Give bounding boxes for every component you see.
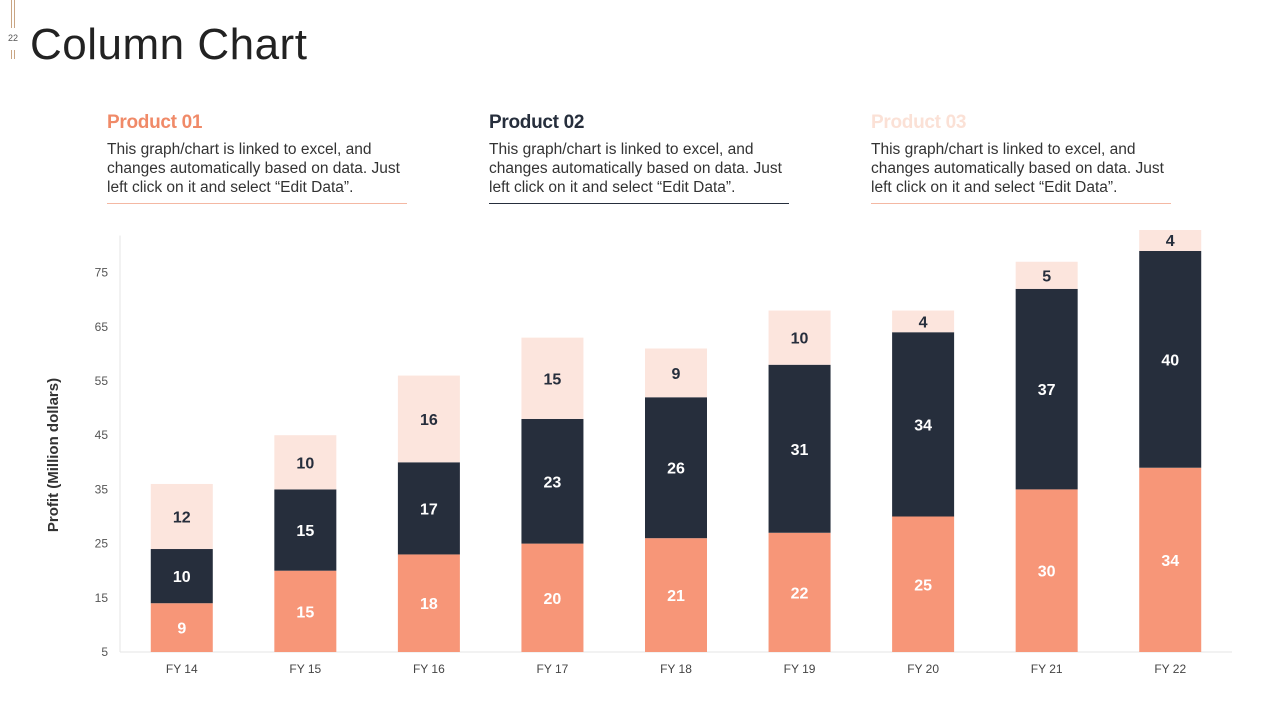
data-label: 34	[1161, 553, 1179, 570]
product-01-description: This graph/chart is linked to excel, and…	[107, 141, 400, 196]
marker-line-top-right	[14, 0, 15, 28]
data-label: 31	[791, 442, 809, 459]
x-tick-label: FY 21	[1031, 662, 1063, 676]
bar-segment	[645, 348, 707, 398]
bar-segment	[1139, 230, 1202, 251]
y-tick-label: 5	[101, 645, 108, 659]
data-label: 23	[544, 474, 562, 491]
data-label: 4	[1166, 233, 1175, 250]
y-axis-label: Profit (Million dollars)	[45, 378, 62, 532]
data-label: 15	[544, 371, 562, 388]
bar-segment	[1139, 467, 1202, 652]
y-tick-label: 25	[95, 537, 109, 551]
x-tick-label: FY 18	[660, 662, 692, 676]
bar-segment	[768, 364, 831, 533]
bar-segment	[150, 483, 213, 550]
bar-segment	[521, 543, 584, 652]
marker-line-bottom-right	[14, 50, 15, 59]
bar-segment	[892, 332, 955, 517]
product-02-block: Product 02 This graph/chart is linked to…	[489, 112, 789, 204]
marker-line-top-left	[11, 0, 12, 28]
data-label: 21	[667, 588, 685, 605]
slide-marker: 22	[0, 0, 30, 70]
y-tick-label: 45	[95, 428, 109, 442]
data-label: 18	[420, 596, 438, 613]
product-03-divider	[871, 203, 1171, 204]
y-tick-label: 35	[95, 482, 109, 496]
data-label: 9	[177, 621, 186, 638]
data-label: 22	[791, 585, 809, 602]
bar-segment	[150, 603, 213, 652]
page-title: Column Chart	[30, 20, 308, 69]
product-01-title: Product 01	[107, 112, 203, 133]
data-label: 34	[914, 417, 932, 434]
x-tick-label: FY 22	[1154, 662, 1186, 676]
data-label: 9	[672, 366, 681, 383]
bar-segment	[892, 310, 955, 333]
data-label: 15	[296, 604, 314, 621]
x-tick-label: FY 20	[907, 662, 939, 676]
y-tick-label: 55	[95, 374, 109, 388]
x-tick-label: FY 19	[784, 662, 816, 676]
bar-segment	[645, 397, 707, 539]
data-label: 15	[296, 523, 314, 540]
data-label: 10	[296, 455, 314, 472]
product-03-block: Product 03 This graph/chart is linked to…	[871, 112, 1171, 204]
x-tick-label: FY 14	[166, 662, 198, 676]
data-label: 4	[919, 314, 928, 331]
data-label: 37	[1038, 382, 1056, 399]
bar-segment	[397, 554, 460, 652]
data-label: 10	[791, 331, 809, 348]
bar-segment	[1015, 288, 1078, 490]
bar-segment	[1139, 250, 1202, 468]
data-label: 16	[420, 412, 438, 429]
y-tick-label: 75	[95, 266, 109, 280]
bar-segment	[397, 375, 460, 463]
data-label: 26	[667, 461, 685, 478]
data-label: 17	[420, 501, 438, 518]
data-label: 20	[544, 591, 562, 608]
x-tick-label: FY 17	[537, 662, 569, 676]
product-03-title: Product 03	[871, 112, 967, 133]
bar-segment	[645, 538, 707, 652]
product-02-divider	[489, 203, 789, 204]
bar-segment	[768, 532, 831, 652]
data-label: 10	[173, 569, 191, 586]
x-tick-label: FY 15	[289, 662, 321, 676]
x-tick-label: FY 16	[413, 662, 445, 676]
product-02-description: This graph/chart is linked to excel, and…	[489, 141, 782, 196]
bar-segment	[397, 462, 460, 555]
bar-segment	[150, 549, 213, 604]
product-01-block: Product 01 This graph/chart is linked to…	[107, 112, 407, 204]
data-label: 30	[1038, 564, 1056, 581]
data-label: 5	[1042, 268, 1051, 285]
bar-segment	[892, 516, 955, 652]
data-label: 12	[173, 510, 191, 527]
bar-segment	[274, 489, 337, 571]
y-tick-label: 65	[95, 320, 109, 334]
bar-segment	[768, 310, 831, 365]
y-tick-label: 15	[95, 591, 109, 605]
product-03-description: This graph/chart is linked to excel, and…	[871, 141, 1164, 196]
product-02-title: Product 02	[489, 112, 585, 133]
slide-number: 22	[8, 33, 19, 43]
bar-segment	[1015, 261, 1078, 289]
bar-segment	[274, 570, 337, 652]
bar-segment	[521, 337, 584, 419]
bar-segment	[1015, 489, 1078, 652]
data-label: 25	[914, 577, 932, 594]
bar-segment	[274, 435, 337, 490]
bar-segment	[521, 418, 584, 544]
data-label: 40	[1161, 352, 1179, 369]
marker-line-bottom-left	[11, 50, 12, 59]
product-01-divider	[107, 203, 407, 204]
